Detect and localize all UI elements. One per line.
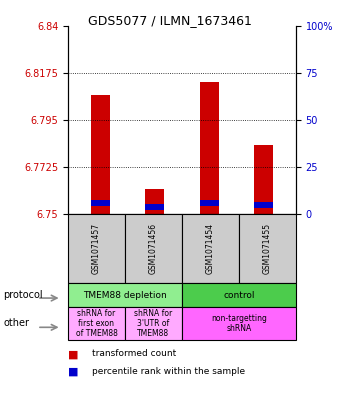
- Text: shRNA for
first exon
of TMEM88: shRNA for first exon of TMEM88: [75, 309, 117, 338]
- Text: GSM1071455: GSM1071455: [263, 223, 272, 274]
- Text: protocol: protocol: [3, 290, 43, 300]
- Bar: [200, 82, 219, 214]
- Text: GSM1071454: GSM1071454: [206, 223, 215, 274]
- Text: shRNA for
3'UTR of
TMEM88: shRNA for 3'UTR of TMEM88: [134, 309, 173, 338]
- Text: non-targetting
shRNA: non-targetting shRNA: [211, 314, 267, 333]
- Text: GDS5077 / ILMN_1673461: GDS5077 / ILMN_1673461: [88, 14, 252, 27]
- Text: transformed count: transformed count: [92, 349, 176, 358]
- Text: GSM1071456: GSM1071456: [149, 223, 158, 274]
- Text: percentile rank within the sample: percentile rank within the sample: [92, 367, 245, 376]
- Bar: [145, 204, 164, 210]
- Text: ■: ■: [68, 367, 79, 377]
- Text: other: other: [3, 318, 29, 329]
- Text: GSM1071457: GSM1071457: [92, 223, 101, 274]
- Text: control: control: [223, 291, 255, 299]
- Bar: [91, 200, 110, 206]
- Bar: [145, 189, 164, 214]
- Bar: [254, 202, 273, 208]
- Bar: [200, 200, 219, 206]
- Bar: [91, 95, 110, 214]
- Text: TMEM88 depletion: TMEM88 depletion: [83, 291, 167, 299]
- Bar: [254, 145, 273, 214]
- Text: ■: ■: [68, 349, 79, 359]
